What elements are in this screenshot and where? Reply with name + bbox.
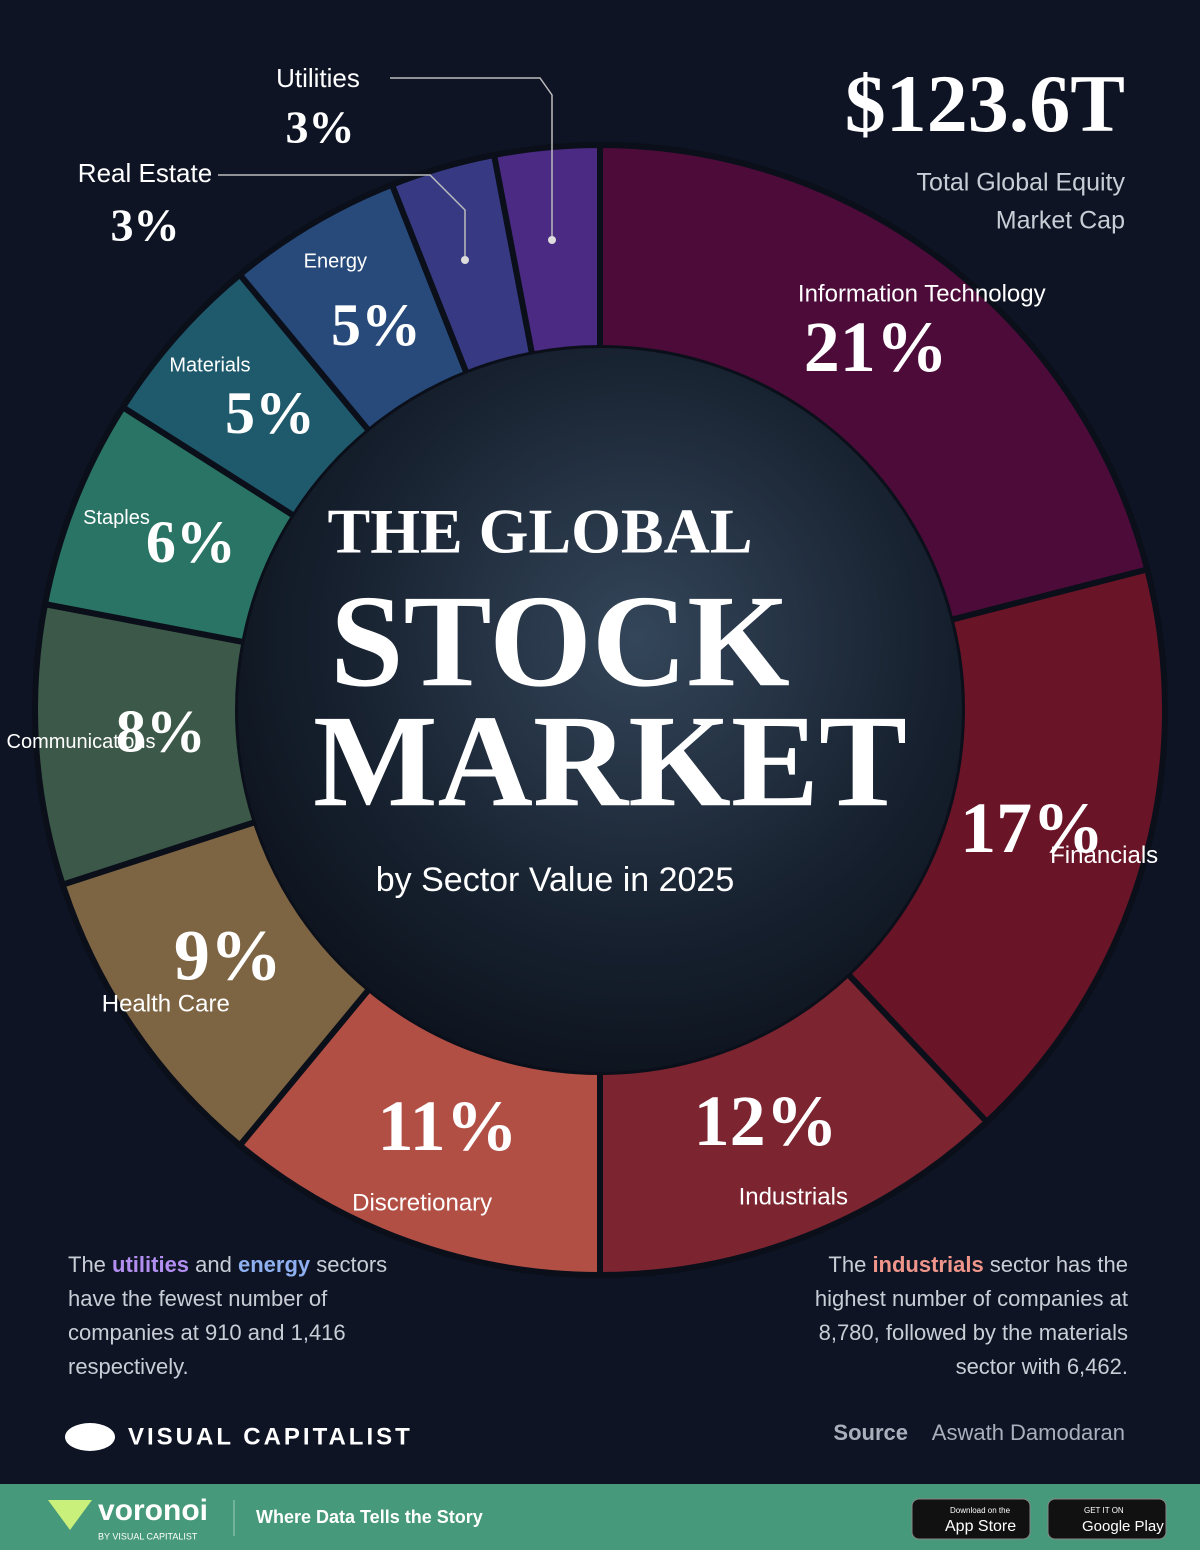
leader-dot (548, 236, 556, 244)
badge-large: Google Play (1082, 1518, 1164, 1535)
sector-label: Discretionary (352, 1189, 492, 1216)
sector-label: Staples (83, 507, 150, 529)
badge-small: Download on the (950, 1506, 1011, 1515)
value-label: 8% (116, 698, 206, 764)
value-label: 17% (960, 788, 1104, 868)
right-note: The industrials sector has the highest n… (758, 1248, 1128, 1384)
value-label: 5% (225, 380, 315, 446)
sector-label: Energy (304, 251, 367, 273)
value-label: 6% (146, 509, 236, 575)
title-line: MARKET (313, 687, 907, 834)
title-line: STOCK (330, 567, 790, 714)
total-caption: Total Global Equity (917, 169, 1126, 197)
brand-name: VISUAL CAPITALIST (128, 1423, 413, 1450)
note-text: The (828, 1252, 873, 1277)
value-label: 5% (331, 292, 421, 358)
source-text: Aswath Damodaran (932, 1420, 1125, 1445)
value-label: 11% (378, 1086, 518, 1166)
sector-label: Information Technology (798, 281, 1046, 308)
sector-label: Financials (1050, 842, 1158, 869)
note-highlight: industrials (872, 1252, 984, 1277)
value-label: 9% (174, 915, 282, 995)
note-highlight: utilities (112, 1252, 190, 1277)
subtitle: by Sector Value in 2025 (376, 861, 735, 899)
app-store-badge[interactable] (911, 1498, 1031, 1540)
note-text: The (68, 1252, 113, 1277)
sector-label: Health Care (102, 990, 230, 1017)
total: $123.6T (845, 58, 1125, 149)
brand: VISUAL CAPITALIST (65, 1423, 413, 1451)
sector-label: Industrials (739, 1183, 848, 1210)
total-caption: Market Cap (996, 207, 1125, 235)
source-label: Source (833, 1420, 908, 1445)
note-text: sectors have the fewest number of compan… (68, 1252, 388, 1379)
footer-logo-icon (48, 1500, 92, 1530)
title-line: THE GLOBAL (328, 496, 753, 567)
footer-tagline: Where Data Tells the Story (256, 1507, 483, 1527)
sector-label: Utilities (276, 63, 360, 93)
leader-dot (461, 256, 469, 264)
footer-logo-sub: BY VISUAL CAPITALIST (98, 1531, 198, 1541)
value-label: 12% (694, 1081, 838, 1161)
sector-label: Materials (169, 354, 250, 376)
note-text: sector has the highest number of compani… (814, 1252, 1128, 1379)
footer-logo: voronoi (98, 1494, 208, 1527)
sector-label: Communications (7, 731, 156, 753)
badge-small: GET IT ON (1084, 1506, 1124, 1515)
brand-logo (65, 1423, 115, 1451)
note-highlight: energy (237, 1252, 311, 1277)
leader-line (218, 174, 466, 260)
value-label: 3% (286, 102, 355, 153)
value-label: 3% (111, 200, 180, 251)
value-label: 21% (804, 307, 948, 387)
leader-line (390, 77, 553, 240)
globe (238, 348, 962, 1072)
sector-label: Real Estate (78, 158, 212, 188)
left-note: The utilities and energy sectors have th… (68, 1248, 388, 1384)
google-play-badge[interactable] (1047, 1498, 1167, 1540)
donut (32, 141, 1168, 1279)
badge-large: App Store (945, 1518, 1016, 1535)
note-text: and (189, 1252, 238, 1277)
